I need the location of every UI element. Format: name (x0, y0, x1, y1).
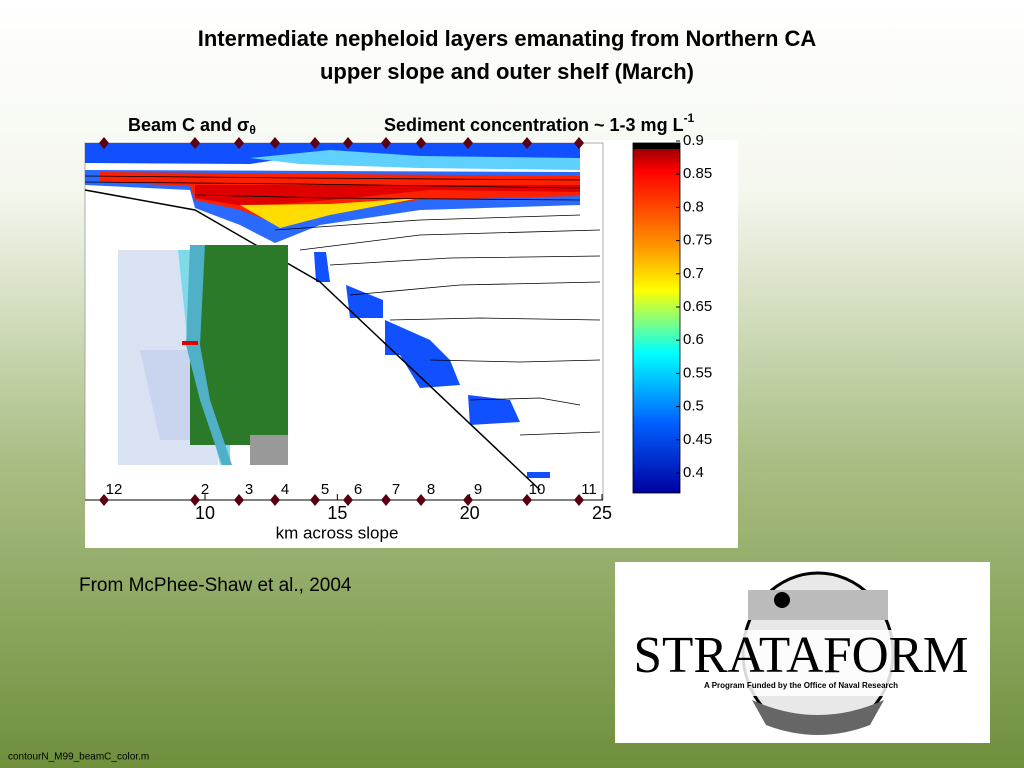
colorbar-tick-label: 0.75 (683, 232, 712, 249)
station-label: 9 (474, 481, 482, 498)
colorbar-tick-label: 0.85 (683, 165, 712, 182)
logo-name: STRATAFORM (634, 627, 969, 684)
colorbar-tick-label: 0.4 (683, 464, 704, 481)
colorbar-tick-label: 0.8 (683, 198, 704, 215)
x-tick-label: 10 (195, 503, 215, 523)
station-marker (416, 137, 426, 149)
figure-label: Sediment concentration ~ 1-3 mg L-1 (384, 111, 695, 135)
station-label: 12 (106, 481, 123, 498)
logo: STRATAFORM A Program Funded by the Offic… (615, 562, 990, 743)
x-tick-label: 25 (592, 503, 612, 523)
station-marker (99, 494, 109, 506)
station-marker (234, 494, 244, 506)
figure-label: Beam C and σθ (128, 115, 256, 137)
station-marker (234, 137, 244, 149)
station-marker (99, 137, 109, 149)
station-label: 3 (245, 481, 253, 498)
station-label: 5 (321, 481, 329, 498)
x-tick-label: 20 (460, 503, 480, 523)
inset-map (118, 245, 288, 465)
title-line: Intermediate nepheloid layers emanating … (198, 26, 817, 51)
logo-tagline: A Program Funded by the Office of Naval … (704, 681, 898, 690)
station-label: 10 (529, 481, 546, 498)
station-marker (310, 494, 320, 506)
station-marker (381, 137, 391, 149)
station-marker (416, 494, 426, 506)
station-marker (270, 494, 280, 506)
station-marker (190, 137, 200, 149)
station-marker (463, 137, 473, 149)
colorbar-tick-label: 0.7 (683, 265, 704, 282)
station-marker (190, 494, 200, 506)
colorbar-tick-label: 0.5 (683, 398, 704, 415)
x-tick-label: 15 (327, 503, 347, 523)
station-label: 4 (281, 481, 289, 498)
colorbar (632, 142, 681, 494)
station-marker (574, 137, 584, 149)
title-line: upper slope and outer shelf (March) (320, 59, 694, 84)
label-text: Sediment concentration ~ 1-3 mg L (384, 115, 684, 135)
station-marker (270, 137, 280, 149)
label-sup: -1 (684, 111, 695, 125)
station-marker (574, 494, 584, 506)
label-sub: θ (249, 123, 256, 137)
station-label: 6 (354, 481, 362, 498)
station-marker (522, 494, 532, 506)
colorbar-tick-label: 0.6 (683, 331, 704, 348)
label-text: Beam C and σ (128, 115, 249, 135)
station-marker (343, 137, 353, 149)
colorbar-tick-label: 0.45 (683, 431, 712, 448)
station-marker (343, 494, 353, 506)
colorbar-tick-label: 0.65 (683, 298, 712, 315)
station-label: 11 (581, 481, 597, 498)
colorbar-tick-label: 0.55 (683, 364, 712, 381)
citation: From McPhee-Shaw et al., 2004 (79, 575, 352, 596)
footer: contourN_M99_beamC_color.m (8, 752, 149, 763)
x-axis-label: km across slope (276, 523, 399, 542)
station-marker (463, 494, 473, 506)
colorbar-cap (633, 143, 680, 149)
colorbar-tick-label: 0.9 (683, 132, 704, 149)
station-label: 7 (392, 481, 400, 498)
section-shading (85, 143, 580, 478)
contour-lines (84, 175, 601, 436)
station-marker (310, 137, 320, 149)
station-marker (381, 494, 391, 506)
station-label: 8 (427, 481, 435, 498)
station-marker (522, 137, 532, 149)
station-label: 2 (201, 481, 209, 498)
